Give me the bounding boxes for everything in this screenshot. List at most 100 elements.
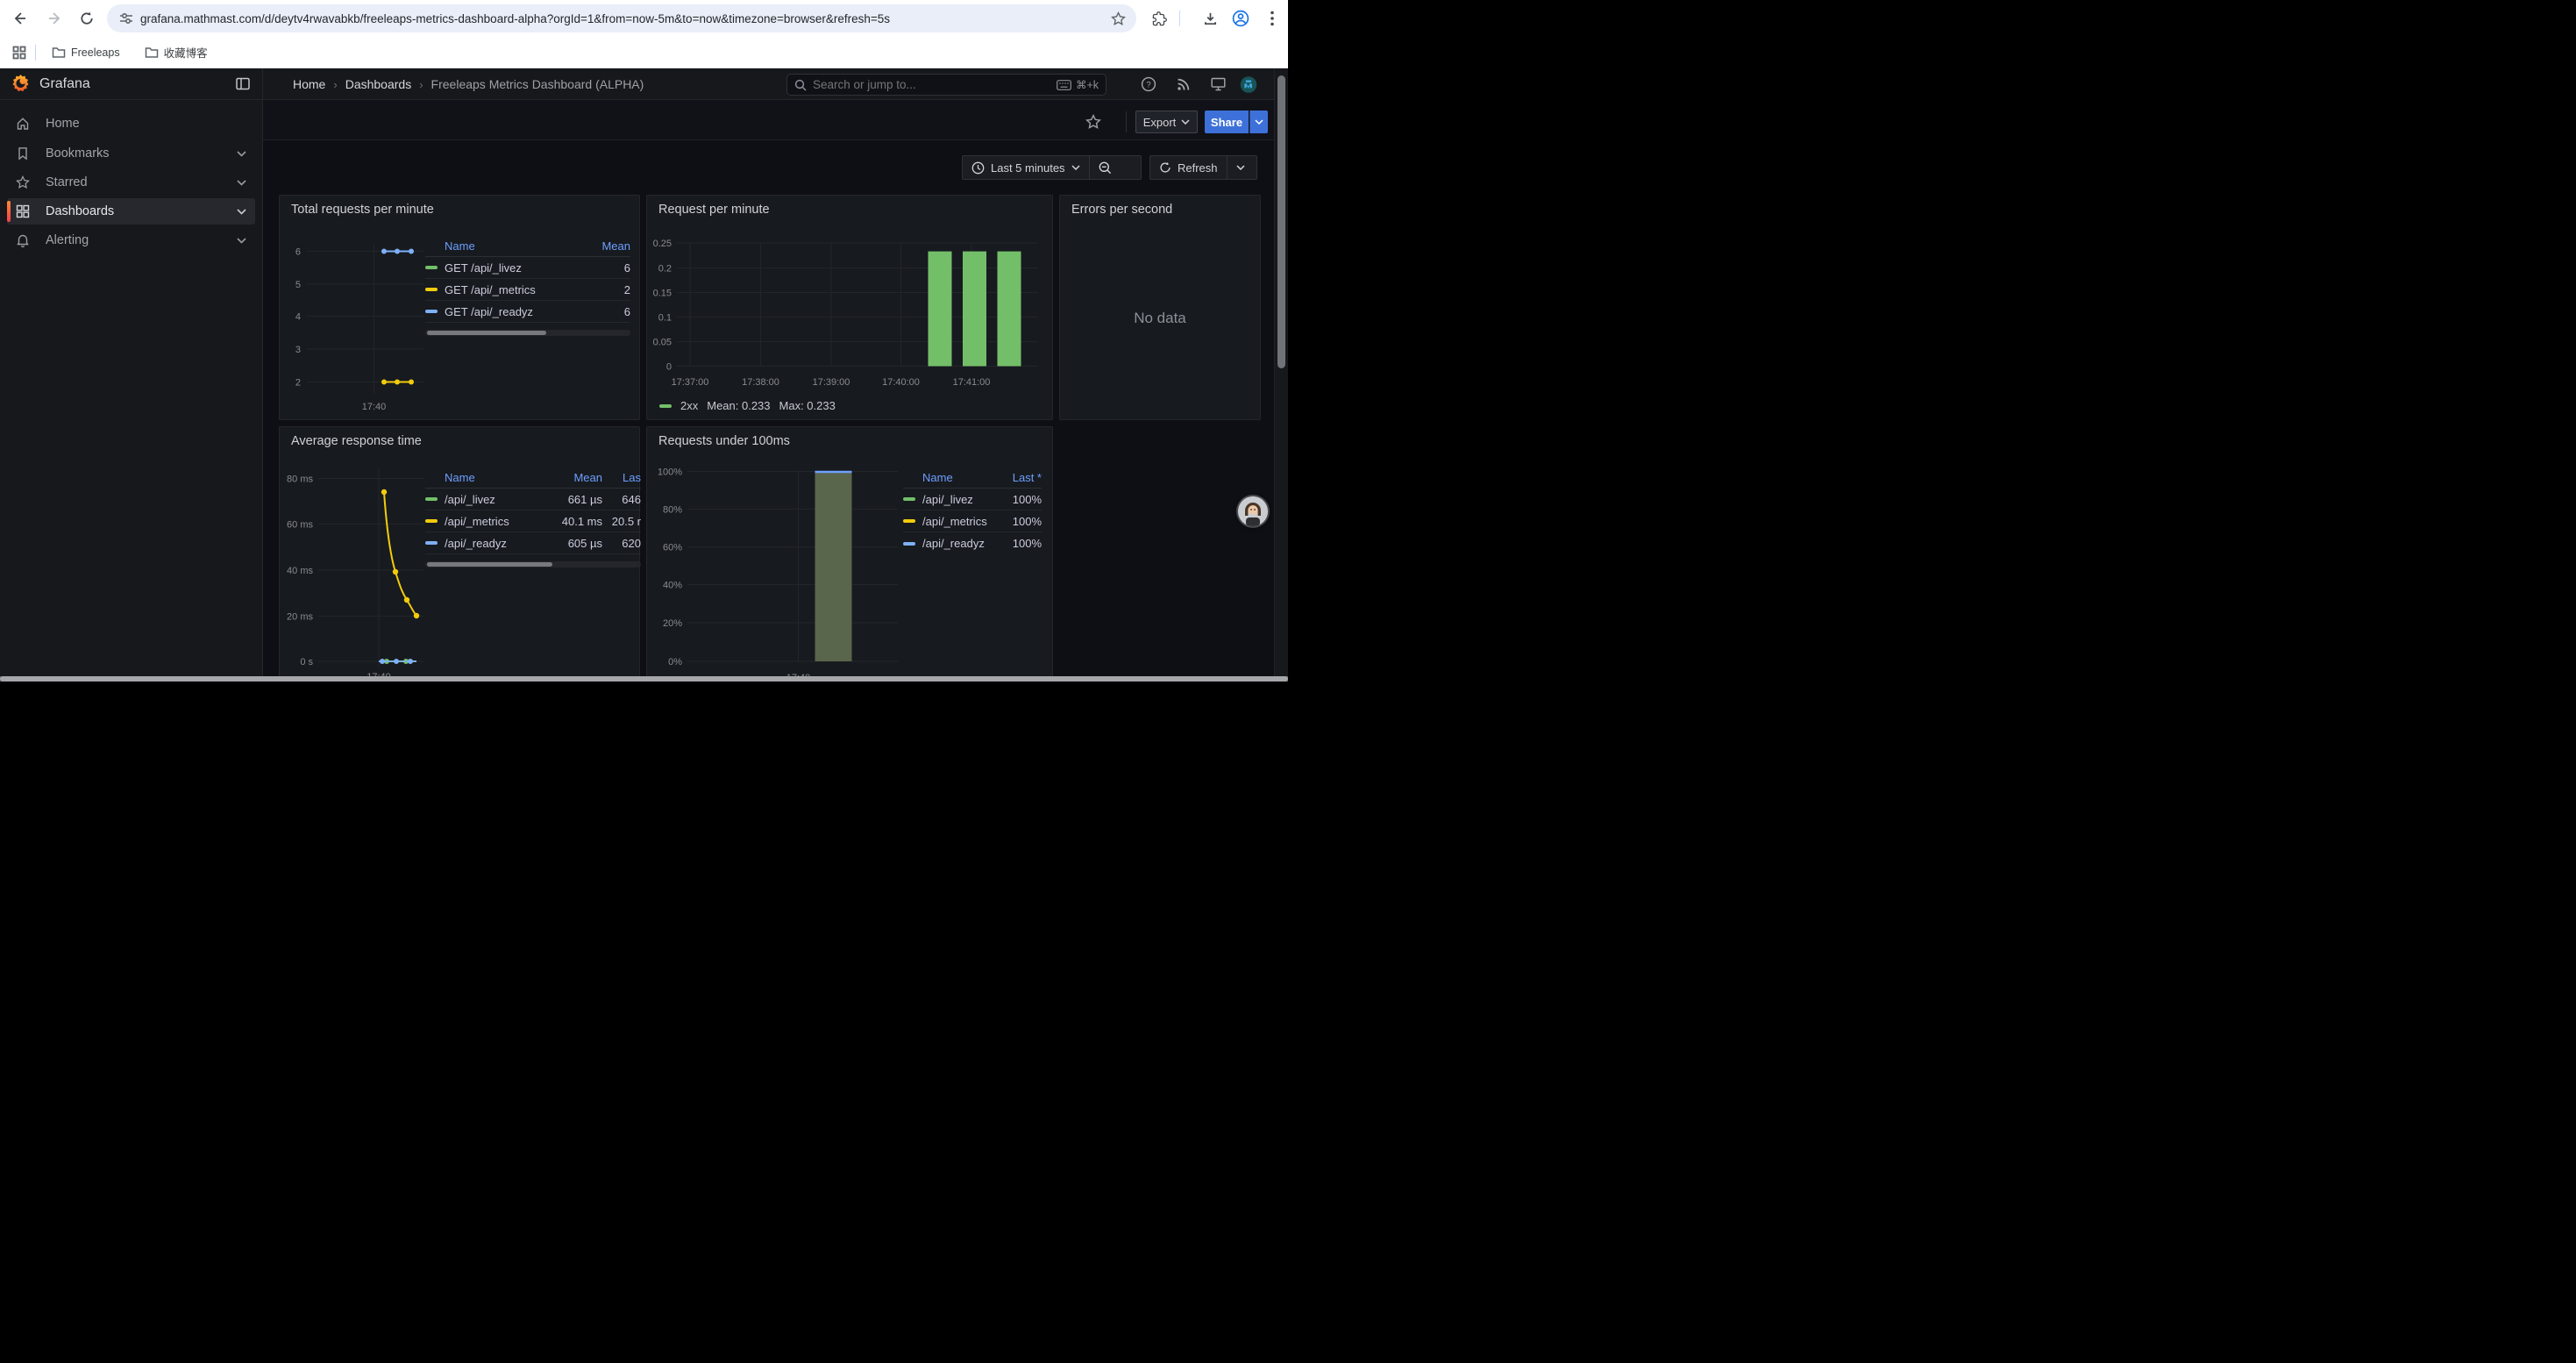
breadcrumb-home[interactable]: Home	[293, 77, 326, 91]
help-icon[interactable]: ?	[1140, 75, 1157, 93]
legend-row[interactable]: /api/_livez 661 µs 646	[425, 489, 641, 510]
collapse-panel-icon[interactable]	[236, 77, 250, 90]
grafana-logo[interactable]	[11, 74, 31, 94]
page-scrollbar-thumb[interactable]	[1277, 75, 1285, 368]
legend-header-mean[interactable]: Mean	[573, 471, 602, 484]
panel-title[interactable]: Total requests per minute	[291, 203, 434, 217]
url-text[interactable]: grafana.mathmast.com/d/deytv4rwavabkb/fr…	[140, 11, 891, 25]
legend-header-mean[interactable]: Mean	[601, 239, 630, 253]
legend-scrollbar[interactable]	[425, 330, 630, 336]
series-name: /api/_metrics	[922, 514, 987, 528]
share-button[interactable]: Share	[1205, 111, 1249, 133]
menu-kebab-icon[interactable]	[1262, 8, 1283, 29]
legend-header-name[interactable]: Name	[445, 471, 475, 484]
export-button[interactable]: Export	[1135, 111, 1198, 133]
chevron-down-icon[interactable]	[237, 237, 246, 244]
p4-chart: 80 ms 60 ms 40 ms 20 ms 0 s 17:40	[287, 469, 423, 682]
chevron-down-icon[interactable]	[237, 208, 246, 215]
series-name: GET /api/_metrics	[445, 282, 536, 296]
legend-row[interactable]: /api/_metrics 100%	[903, 510, 1042, 532]
alerting-icon	[16, 233, 30, 247]
legend-header-last[interactable]: Last *	[1012, 471, 1042, 484]
sidebar-item-label: Dashboards	[46, 204, 115, 218]
p5-chart: 100% 80% 60% 40% 20% 0% 17:40	[658, 467, 898, 682]
series-last: 20.5 r	[611, 514, 641, 528]
bottom-scrollbar-thumb[interactable]	[0, 676, 1288, 682]
series-name: GET /api/_readyz	[445, 304, 533, 318]
monitor-icon[interactable]	[1209, 75, 1227, 93]
refresh-interval-chevron[interactable]	[1228, 156, 1254, 179]
folder-icon	[145, 46, 158, 58]
floating-assistant-avatar[interactable]	[1238, 496, 1268, 526]
panel-title[interactable]: Requests under 100ms	[658, 434, 790, 448]
series-metrics-line	[383, 491, 417, 617]
breadcrumb-current: Freeleaps Metrics Dashboard (ALPHA)	[431, 77, 644, 91]
x-tick: 17:41:00	[953, 377, 991, 388]
page-scrollbar-track[interactable]	[1274, 68, 1288, 682]
bookmark-star-icon[interactable]	[1111, 11, 1126, 26]
org-avatar[interactable]	[1240, 75, 1257, 93]
extensions-icon[interactable]	[1149, 8, 1170, 29]
sidebar-item-home[interactable]: Home	[7, 111, 255, 137]
legend-scrollbar-thumb[interactable]	[427, 331, 546, 335]
p2-legend[interactable]: 2xx Mean: 0.233 Max: 0.233	[659, 399, 836, 412]
grafana-topnav: Home › Dashboards › Freeleaps Metrics Da…	[263, 68, 1274, 100]
active-accent-bar	[7, 201, 11, 222]
bookmark-folder-blogs[interactable]: 收藏博客	[138, 40, 215, 64]
panel-title[interactable]: Errors per second	[1071, 203, 1173, 217]
chevron-down-icon[interactable]	[237, 150, 246, 157]
p2-chart: 0.25 0.2 0.15 0.1 0.05 0 17:37:00 17:38:…	[653, 239, 1038, 388]
share-menu-chevron[interactable]	[1249, 111, 1268, 133]
search-input[interactable]	[813, 78, 1050, 91]
sidebar-item-dashboards[interactable]: Dashboards	[7, 198, 255, 225]
legend-row[interactable]: GET /api/_readyz 6	[425, 301, 630, 323]
legend-row[interactable]: GET /api/_metrics 2	[425, 279, 630, 301]
breadcrumb-dashboards[interactable]: Dashboards	[345, 77, 412, 91]
rss-icon[interactable]	[1175, 75, 1192, 93]
panel-errors-per-second: Errors per second No data	[1059, 195, 1261, 420]
zoom-out-button[interactable]	[1090, 156, 1121, 179]
url-bar[interactable]: grafana.mathmast.com/d/deytv4rwavabkb/fr…	[107, 4, 1136, 32]
refresh-icon	[1160, 162, 1171, 173]
chevron-down-icon[interactable]	[237, 179, 246, 186]
chevron-down-icon	[1181, 119, 1190, 125]
panel-title[interactable]: Average response time	[291, 434, 422, 448]
bottom-scrollbar-track[interactable]	[0, 676, 1288, 682]
legend-scrollbar[interactable]	[425, 561, 641, 567]
profile-icon[interactable]	[1230, 8, 1251, 29]
legend-row[interactable]: GET /api/_livez 6	[425, 257, 630, 279]
folder-icon	[52, 46, 66, 58]
legend-header-last[interactable]: Las	[623, 471, 641, 484]
sidebar-item-alerting[interactable]: Alerting	[7, 227, 255, 253]
back-icon[interactable]	[9, 8, 30, 29]
time-range-label: Last 5 minutes	[991, 161, 1065, 175]
favorite-star-icon[interactable]	[1084, 112, 1103, 132]
refresh-button[interactable]: Refresh	[1150, 156, 1227, 179]
export-label: Export	[1142, 115, 1177, 129]
p1-legend: Name Mean GET /api/_livez 6 GET /api/_metr…	[425, 236, 630, 336]
no-data-message: No data	[1134, 310, 1186, 326]
chevron-down-icon	[1071, 165, 1080, 170]
series-name: GET /api/_livez	[445, 260, 522, 275]
legend-row[interactable]: /api/_metrics 40.1 ms 20.5 r	[425, 510, 641, 532]
series-name: /api/_metrics	[445, 514, 509, 528]
panel-title[interactable]: Request per minute	[658, 203, 770, 217]
legend-row[interactable]: /api/_livez 100%	[903, 489, 1042, 510]
legend-row[interactable]: /api/_readyz 605 µs 620	[425, 532, 641, 554]
legend-row[interactable]: /api/_readyz 100%	[903, 532, 1042, 554]
forward-icon[interactable]	[45, 8, 66, 29]
legend-header-name[interactable]: Name	[445, 239, 475, 253]
legend-scrollbar-thumb[interactable]	[427, 562, 552, 567]
time-range-picker[interactable]: Last 5 minutes	[963, 156, 1089, 179]
legend-header-name[interactable]: Name	[922, 471, 953, 484]
sidebar-item-starred[interactable]: Starred	[7, 169, 255, 196]
tune-icon[interactable]	[119, 11, 133, 25]
sidebar-item-label: Bookmarks	[46, 146, 110, 161]
download-icon[interactable]	[1199, 8, 1220, 29]
bookmark-folder-freeleaps[interactable]: Freeleaps	[45, 43, 127, 62]
search-input-wrap[interactable]: ⌘+k	[786, 74, 1107, 96]
reload-icon[interactable]	[76, 8, 97, 29]
y-tick: 0.15	[653, 289, 672, 299]
sidebar-item-bookmarks[interactable]: Bookmarks	[7, 140, 255, 167]
apps-grid-icon[interactable]	[12, 46, 26, 60]
